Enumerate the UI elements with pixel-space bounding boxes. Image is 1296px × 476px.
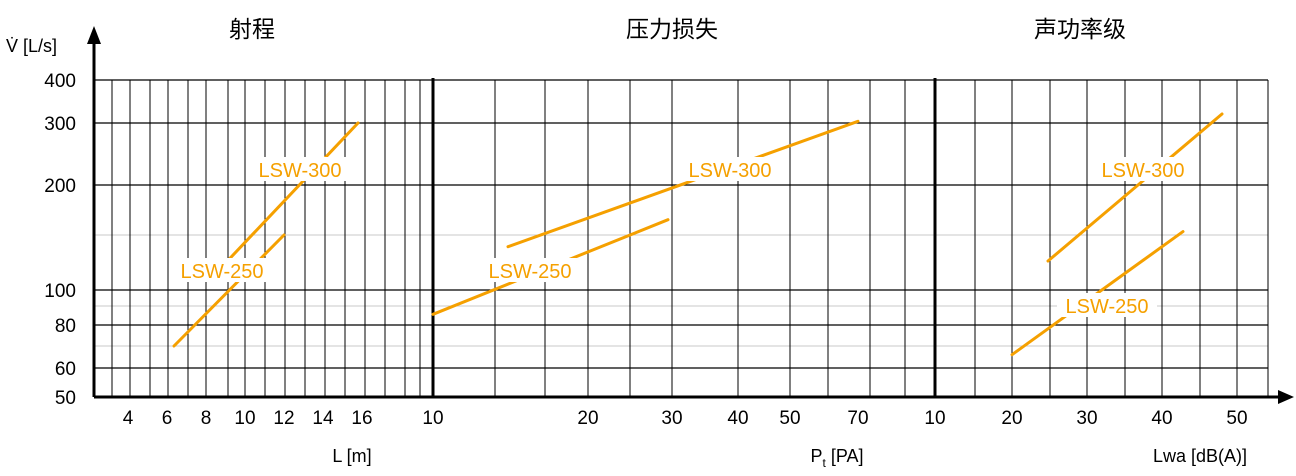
y-tick-label: 100: [44, 281, 76, 302]
series-line-lsw-250: [172, 233, 286, 348]
series-label: LSW-300: [688, 160, 771, 182]
y-tick-label: 50: [55, 388, 76, 409]
x-axis-label-pressure-main: P: [810, 446, 822, 466]
x-tick-label: 20: [577, 408, 598, 429]
x-tick-label: 6: [162, 408, 173, 429]
tick-layer: 400 300 200 100 80 60 50 4 6 8 10 12 14 16 10 20 30 40 50 7…: [44, 71, 1247, 429]
x-tick-label: 40: [1151, 408, 1172, 429]
x-axis-label-range: L [m]: [332, 446, 371, 466]
x-axis-label-pressure-sub: t: [822, 456, 826, 470]
x-axis-arrow-icon: [1278, 390, 1294, 404]
series-label-background: [172, 258, 272, 282]
x-tick-label: 14: [312, 408, 334, 429]
x-tick-label: 12: [273, 408, 294, 429]
y-tick-label: 60: [55, 359, 76, 380]
x-axis-label-pressure-unit: [PA]: [826, 446, 864, 466]
series-label-background: [1057, 293, 1157, 317]
series-label-background: [1093, 157, 1193, 181]
chart-title-range: 射程: [229, 16, 275, 42]
series-label: LSW-250: [180, 261, 263, 283]
x-tick-label: 10: [234, 408, 255, 429]
x-tick-label: 10: [422, 408, 443, 429]
x-tick-label: 70: [847, 408, 868, 429]
x-tick-label: 30: [1076, 408, 1097, 429]
grid-layer: [94, 78, 1269, 397]
series-label: LSW-300: [258, 160, 341, 182]
label-layer: V̇ [L/s] 射程 压力损失 声功率级 L [m] Pt [PA] Lwa …: [6, 16, 1247, 470]
x-axis-label-pressure: Pt [PA]: [810, 446, 863, 470]
y-axis-label: V̇ [L/s]: [6, 36, 57, 56]
y-tick-label: 200: [44, 176, 76, 197]
series-label-background: [250, 157, 350, 181]
series-label: LSW-250: [1065, 296, 1148, 318]
series-label: LSW-250: [488, 261, 571, 283]
y-tick-label: 80: [55, 316, 76, 337]
series-layer: LSW-300 LSW-250 LSW-300 LSW-250 LSW-300 LSW-2…: [172, 112, 1224, 357]
x-tick-label: 40: [727, 408, 748, 429]
series-line-lsw-300: [1046, 112, 1224, 263]
axis-layer: [87, 26, 1294, 404]
x-tick-label: 50: [1226, 408, 1247, 429]
series-line-lsw-300: [223, 121, 360, 266]
y-tick-label: 400: [44, 71, 76, 92]
x-tick-label: 20: [1001, 408, 1022, 429]
x-tick-label: 16: [351, 408, 372, 429]
series-label: LSW-300: [1101, 160, 1184, 182]
x-tick-label: 30: [661, 408, 682, 429]
series-label-background: [680, 157, 780, 181]
y-axis-arrow-icon: [87, 26, 101, 44]
chart-title-sound-power: 声功率级: [1034, 16, 1126, 42]
y-tick-label: 300: [44, 114, 76, 135]
x-tick-label: 10: [924, 408, 945, 429]
series-line-lsw-300: [506, 119, 860, 249]
x-tick-label: 4: [123, 408, 134, 429]
series-label-background: [480, 258, 580, 282]
chart-title-pressure-loss: 压力损失: [626, 16, 718, 42]
x-tick-label: 50: [779, 408, 800, 429]
x-axis-label-sound: Lwa [dB(A)]: [1153, 446, 1247, 466]
x-tick-label: 8: [201, 408, 212, 429]
